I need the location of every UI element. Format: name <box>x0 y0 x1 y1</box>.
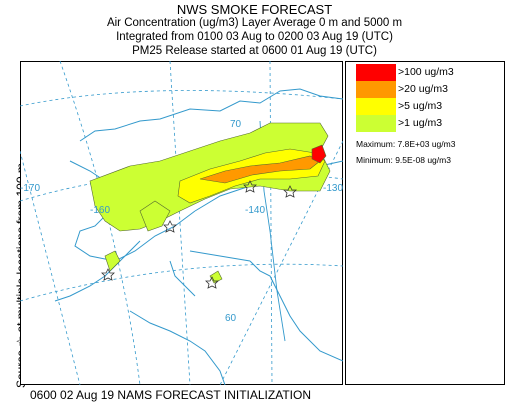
lat-label-60: 60 <box>225 313 237 324</box>
subtitle-concentration: Air Concentration (ug/m3) Layer Average … <box>106 17 403 29</box>
lon-label-160: -160 <box>90 205 110 216</box>
graticule-labels: 70 -170 -160 -140 -130 60 <box>20 119 343 324</box>
source-star <box>283 185 297 198</box>
legend-swatch <box>356 64 396 81</box>
subtitle-release: PM25 Release started at 0600 01 Aug 19 (… <box>132 45 377 57</box>
legend-swatch <box>356 115 396 132</box>
legend-label: >20 ug/m3 <box>398 83 448 95</box>
source-star <box>205 276 219 289</box>
legend-label: >5 ug/m3 <box>398 100 443 112</box>
lon-label-170: -170 <box>20 183 40 194</box>
source-star <box>243 180 257 193</box>
source-stars <box>101 180 297 289</box>
minimum-value: Minimum: 9.5E-08 ug/m3 <box>356 155 451 165</box>
source-star <box>163 220 177 233</box>
plume-level-4 <box>311 144 327 164</box>
smoke-plume <box>89 122 331 284</box>
concentration-legend: >100 ug/m3 >20 ug/m3 >5 ug/m3 >1 ug/m3 M… <box>345 61 505 385</box>
lon-label-130: -130 <box>323 183 343 194</box>
lon-label-140: -140 <box>245 205 265 216</box>
plume-patch-coast <box>209 270 223 284</box>
map-frame <box>20 61 343 385</box>
maximum-value: Maximum: 7.8E+03 ug/m3 <box>356 139 456 149</box>
map-title: NWS SMOKE FORECAST <box>176 2 333 17</box>
source-star <box>101 268 115 281</box>
lat-label-70: 70 <box>230 119 242 130</box>
legend-swatch <box>356 81 396 98</box>
subtitle-integration: Integrated from 0100 03 Aug to 0200 03 A… <box>116 31 393 43</box>
legend-label: >100 ug/m3 <box>398 66 454 78</box>
legend-label: >1 ug/m3 <box>398 117 443 129</box>
legend-swatch <box>356 98 396 115</box>
forecast-initialization: 0600 02 Aug 19 NAMS FORECAST INITIALIZAT… <box>30 388 311 402</box>
smoke-map: 70 -170 -160 -140 -130 60 <box>20 61 343 385</box>
plume-patch-west <box>139 200 171 232</box>
plume-patch-south <box>104 250 121 272</box>
